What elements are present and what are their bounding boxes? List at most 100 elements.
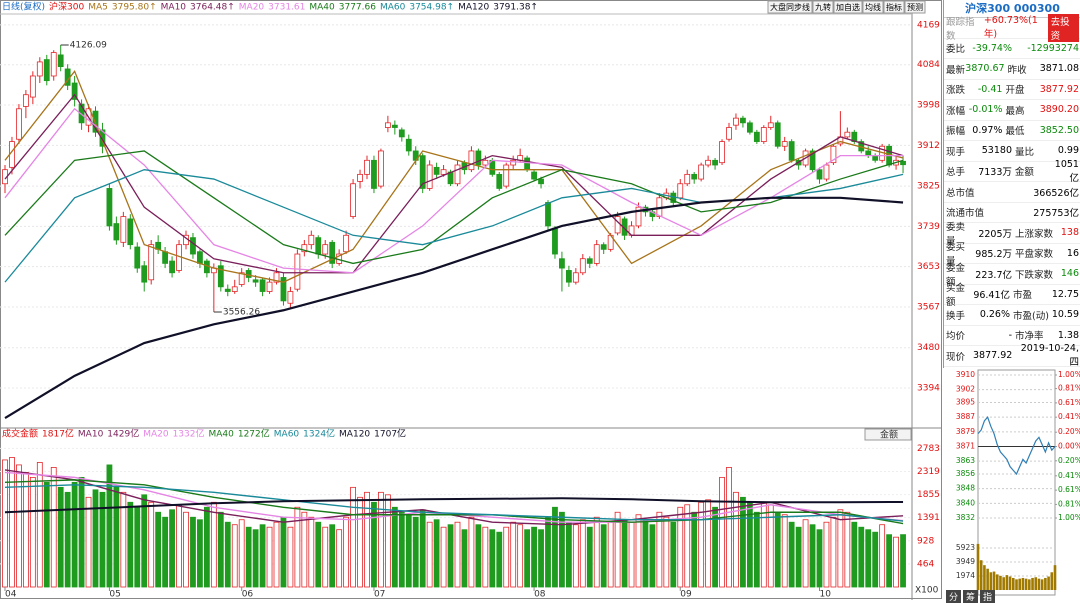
selector[interactable]: [864, 428, 912, 441]
label: 均价: [946, 331, 966, 343]
value: 223.7亿: [975, 269, 1012, 281]
extreme-label: 3556.26: [223, 308, 260, 318]
volume-bar: [670, 521, 677, 588]
volume-bar: [364, 491, 370, 588]
volume-bar: [593, 516, 600, 588]
label: 委买量: [946, 242, 966, 268]
volume-bar: [29, 476, 36, 588]
y-tick-label: 3739: [917, 222, 940, 232]
y2-tick-label: 0.81%: [1058, 499, 1080, 508]
value: 138: [1060, 227, 1079, 239]
y2-tick-label: 0.81%: [1058, 384, 1080, 393]
volume-bar: [287, 526, 294, 588]
volume-bar: [559, 511, 565, 588]
tab[interactable]: 指: [980, 590, 996, 603]
volume-bar: [900, 534, 906, 588]
label: 昨收: [1007, 64, 1027, 76]
unit-label: X100: [915, 586, 939, 596]
volume-bar: [858, 526, 865, 588]
volume-bar: [127, 501, 134, 588]
volume-bar: [600, 524, 607, 588]
y-tick-label: 2319: [917, 467, 940, 477]
candle-body: [127, 218, 134, 246]
candle-body: [343, 234, 350, 253]
volume-bar: [203, 506, 210, 588]
y-tick-label: 3887: [956, 412, 975, 421]
candle-body: [830, 145, 837, 164]
value: 7133万: [978, 167, 1012, 179]
toolbar-button[interactable]: [833, 0, 863, 14]
toolbar-button[interactable]: [904, 0, 926, 14]
y-tick-label: 2783: [917, 444, 940, 454]
y2-tick-label: 0.00%: [1058, 442, 1080, 451]
value: 3871.08: [1039, 63, 1079, 75]
volume-bar: [141, 494, 148, 588]
x-tick-label: 09: [680, 590, 692, 600]
volume-bar: [851, 521, 858, 588]
y2-tick-label: 0.61%: [1058, 398, 1080, 407]
volume-bar: [705, 499, 712, 588]
volume-bar: [886, 534, 893, 588]
volume-bar: [795, 526, 802, 588]
candle-body: [740, 117, 746, 124]
label: 金额: [1014, 167, 1034, 179]
legend-text: MA10: [161, 3, 187, 13]
y-tick-label: 3856: [956, 469, 975, 478]
candle-body: [545, 202, 551, 227]
label: 量比: [1015, 146, 1035, 158]
track-row: 跟踪指数 +60.73%(1年) 去投资: [944, 13, 1080, 42]
candle-body: [120, 216, 127, 243]
toolbar-label: 均线: [865, 2, 881, 12]
volume-bar: [1024, 578, 1028, 590]
volume-bar: [405, 514, 412, 588]
volume-bar: [475, 524, 482, 588]
quote-row: 总手 7133万 金额 1051亿: [944, 159, 1080, 184]
legend-text: 3791.38↑: [493, 3, 538, 13]
toolbar-button[interactable]: [767, 0, 813, 14]
candle-body: [865, 150, 872, 157]
value: 53180: [981, 145, 1012, 157]
toolbar-button[interactable]: [812, 0, 834, 14]
candle-body: [593, 244, 600, 264]
ma-line: [4, 70, 904, 283]
legend-text: MA120: [458, 3, 489, 13]
candle-body: [677, 183, 684, 199]
candle-body: [259, 279, 266, 292]
invest-button[interactable]: 去投资: [1047, 13, 1079, 42]
tab[interactable]: 筹: [963, 590, 979, 603]
volume-bar: [92, 489, 99, 588]
volume-bar: [1005, 575, 1009, 590]
volume-bar: [823, 521, 830, 588]
y-tick-label: 3825: [917, 182, 940, 192]
candle-body: [217, 265, 224, 288]
label: 总市值: [946, 187, 975, 199]
volume-bar: [224, 521, 231, 588]
legend-text: MA40: [309, 3, 335, 13]
toolbar-button[interactable]: [883, 0, 905, 14]
value: 3877.92: [973, 350, 1013, 362]
tab[interactable]: 分: [946, 590, 962, 603]
candle-body: [16, 108, 22, 140]
candle-body: [482, 159, 489, 166]
toolbar-button[interactable]: [862, 0, 884, 14]
volume-bar: [85, 496, 92, 588]
price-row: 现价 3877.92 2019-10-24,四: [944, 343, 1080, 369]
volume-bar: [433, 519, 440, 588]
volume-bar: [830, 516, 837, 588]
volume-bar: [99, 491, 106, 588]
candle-body: [57, 54, 64, 68]
volume-bar: [607, 521, 614, 588]
candle-body: [99, 129, 106, 147]
value: 366526亿: [1033, 187, 1079, 199]
volume-bar: [1037, 578, 1041, 590]
candle-body: [280, 277, 287, 302]
date: 2019-10-24,四: [1020, 343, 1079, 369]
volume-bar: [238, 519, 245, 588]
candle-body: [43, 59, 50, 82]
quote-row: 最新 3870.67 昨收 3871.08: [944, 59, 1080, 80]
candle-body: [419, 155, 426, 189]
volume-bar: [698, 501, 705, 588]
volume-bar: [36, 462, 43, 588]
volume-bar: [663, 516, 670, 588]
legend-text: MA60: [380, 3, 406, 13]
